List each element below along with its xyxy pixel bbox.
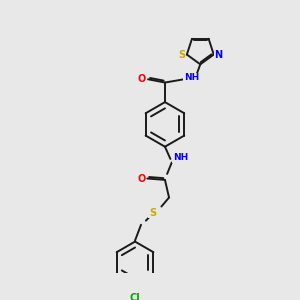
- Text: O: O: [137, 173, 146, 184]
- Text: NH: NH: [173, 153, 188, 162]
- Text: NH: NH: [184, 74, 199, 82]
- Text: Cl: Cl: [130, 293, 140, 300]
- Text: N: N: [214, 50, 223, 59]
- Text: S: S: [178, 50, 185, 59]
- Text: O: O: [138, 74, 146, 84]
- Text: S: S: [149, 208, 156, 218]
